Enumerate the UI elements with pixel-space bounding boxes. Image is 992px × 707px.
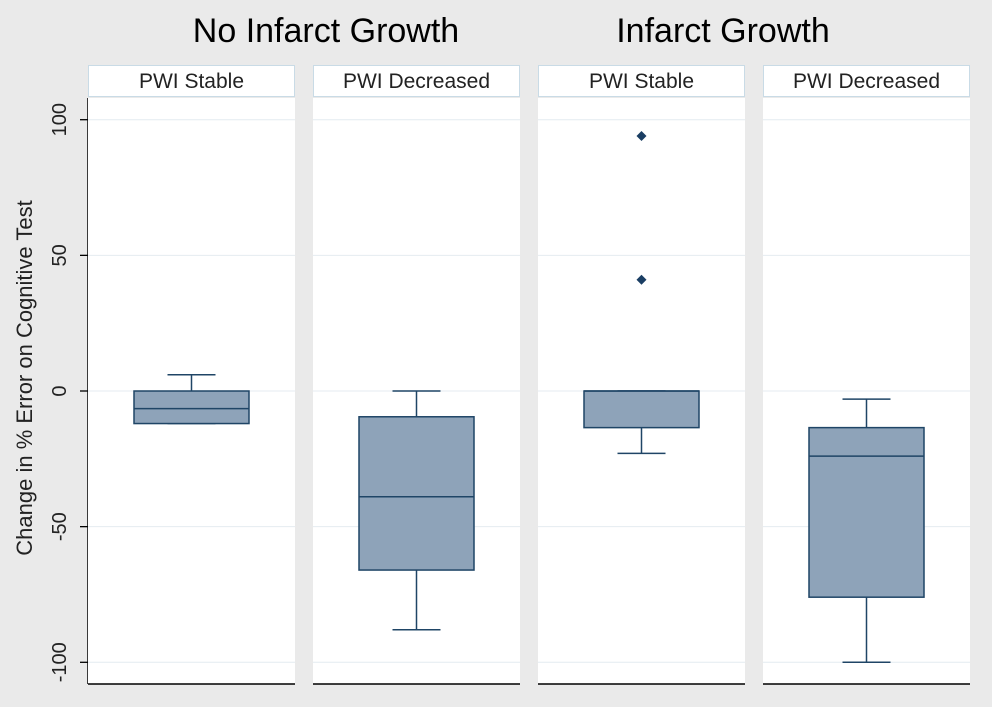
outlier-point	[636, 130, 647, 141]
panel-4: PWI Decreased	[763, 65, 970, 685]
iqr-box	[583, 390, 700, 429]
y-tick-label: 50	[49, 244, 71, 266]
y-tick-label: -100	[49, 642, 71, 682]
panel-header	[538, 65, 745, 97]
panel-1: PWI Stable	[88, 65, 295, 685]
panel-header	[763, 65, 970, 97]
y-axis-title: Change in % Error on Cognitive Test	[12, 200, 37, 555]
iqr-box	[808, 426, 925, 598]
y-tick-label: -50	[49, 512, 71, 541]
panels: PWI Stable PWI Decreased PWI Stable PWI Dec…	[88, 65, 970, 685]
iqr-box	[358, 416, 475, 571]
y-axis: 100 50 0 -50 -100	[49, 98, 89, 684]
panel-label: PWI Stable	[589, 70, 694, 93]
panel-header	[88, 65, 295, 97]
group-title-no-infarct-growth: No Infarct Growth	[193, 12, 459, 50]
group-title-infarct-growth: Infarct Growth	[616, 12, 830, 50]
panel-2: PWI Decreased	[313, 65, 520, 685]
outlier-point	[636, 274, 647, 285]
iqr-box	[133, 390, 250, 425]
panel-3: PWI Stable	[538, 65, 745, 685]
y-tick-label: 0	[49, 385, 71, 396]
panel-label: PWI Decreased	[793, 70, 940, 93]
panel-label: PWI Decreased	[343, 70, 490, 93]
y-tick-label: 100	[49, 103, 71, 136]
panel-header	[313, 65, 520, 97]
panel-label: PWI Stable	[139, 70, 244, 93]
